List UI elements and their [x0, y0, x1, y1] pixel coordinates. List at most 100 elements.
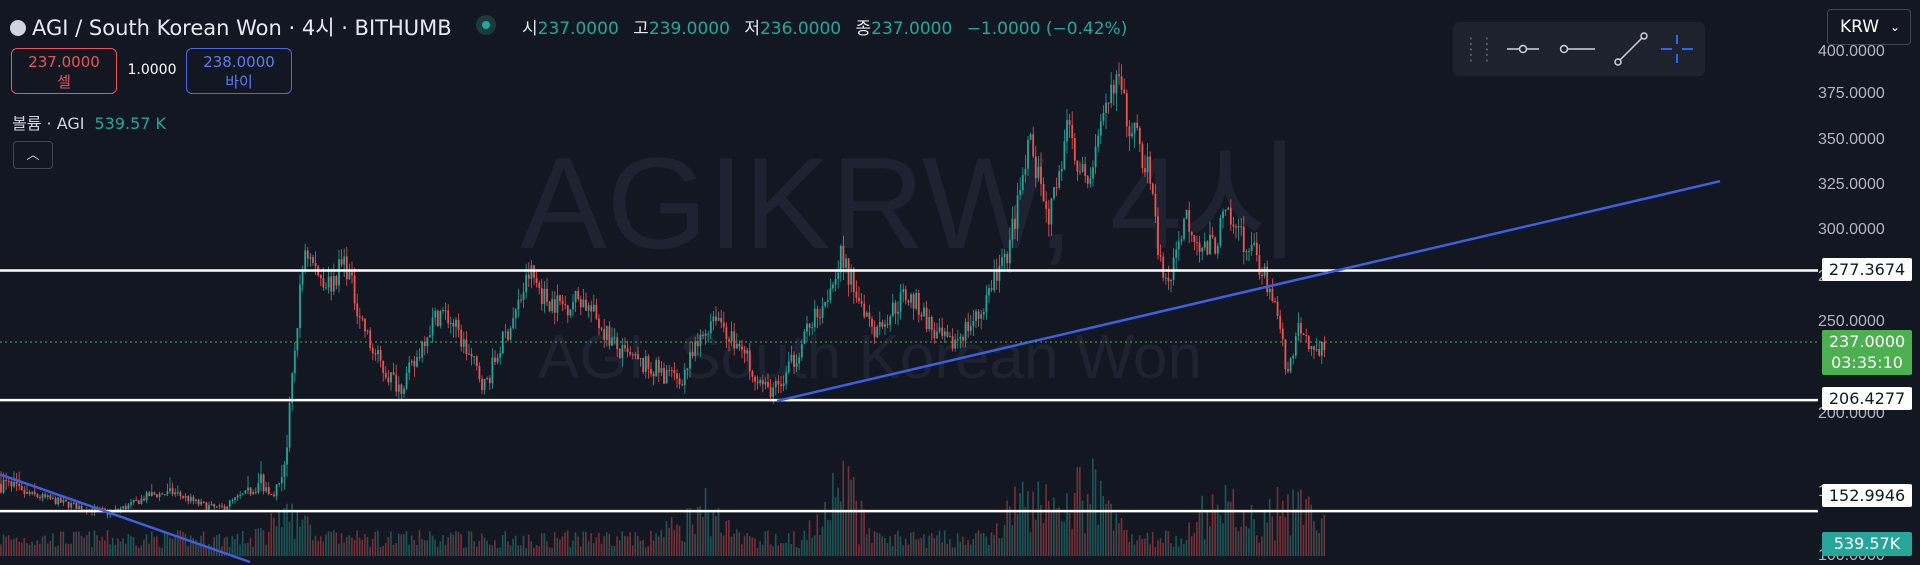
candle-body [143, 498, 145, 501]
volume-bar [735, 529, 738, 556]
level-tag-lower[interactable]: 152.9946 [1822, 484, 1912, 507]
market-status-icon[interactable] [476, 15, 496, 35]
volume-bar [314, 535, 317, 556]
candle-body [418, 357, 421, 359]
volume-bar [1099, 480, 1102, 556]
candle-body [137, 500, 140, 505]
volume-bar [215, 535, 218, 556]
volume-bar [1021, 481, 1024, 556]
candle-body [54, 497, 57, 505]
candle-body [644, 356, 647, 372]
horizontal-levels[interactable] [0, 269, 1818, 513]
volume-bar [283, 507, 286, 556]
candle-body [621, 345, 624, 358]
ohlc-low-label: 저 [744, 19, 760, 39]
candle-body [351, 272, 353, 276]
candle-body [1151, 183, 1154, 194]
volume-bar [1037, 481, 1040, 556]
candle-body [382, 360, 385, 373]
candle-body [1201, 247, 1204, 252]
volume-bar [340, 533, 343, 556]
candle-body [1058, 171, 1061, 188]
candle-body [247, 487, 249, 491]
volume-bar [1242, 510, 1245, 556]
volume-bar [65, 543, 67, 556]
ohlc-close-value: 237.0000 [871, 19, 953, 39]
volume-bar [1024, 506, 1027, 556]
candle-body [689, 352, 691, 369]
candle-body [873, 326, 876, 338]
buy-button[interactable]: 238.0000 바이 [186, 48, 292, 94]
candle-body [1240, 226, 1243, 228]
sell-button[interactable]: 237.0000 셀 [11, 48, 117, 94]
volume-bar [353, 540, 356, 556]
candle-body [522, 292, 525, 301]
volume-bar [254, 529, 257, 556]
volume-bar [959, 541, 962, 556]
volume-bar [637, 535, 639, 556]
volume-bar [525, 547, 527, 556]
candle-body [1024, 168, 1027, 175]
volume-bar [260, 527, 262, 556]
volume-bar [1058, 507, 1060, 556]
collapse-legend-button[interactable]: ︿ [13, 141, 53, 169]
candle-body [777, 380, 780, 385]
currency-select[interactable]: KRW ⌄ [1827, 9, 1911, 45]
candle-body [319, 275, 322, 279]
volume-bar [1128, 541, 1131, 556]
candle-body [455, 319, 457, 327]
volume-bar [150, 531, 153, 556]
trend-line-icon[interactable] [1607, 31, 1655, 67]
candle-body [1141, 144, 1144, 169]
volume-bar [13, 538, 15, 556]
candle-body [44, 494, 47, 498]
level-tag-upper[interactable]: 277.3674 [1822, 258, 1912, 281]
volume-bar [26, 543, 28, 556]
price-axis-tick-label: 325.0000 [1818, 176, 1885, 193]
candle-body [166, 491, 169, 495]
crosshair-icon[interactable] [1653, 31, 1701, 67]
candle-body [405, 372, 408, 389]
last-price-tag[interactable]: 237.0000 03:35:10 [1822, 330, 1912, 375]
candle-body [52, 497, 54, 499]
candle-body [998, 265, 1001, 281]
candle-body [678, 378, 681, 385]
trendline [776, 179, 1721, 403]
volume-legend[interactable]: 볼륨 · AGI 539.57 K [12, 110, 166, 134]
candle-body [912, 294, 915, 309]
candle-body [559, 295, 561, 302]
volume-bar [1185, 539, 1188, 556]
symbol-title[interactable]: AGI / South Korean Won · 4시 · BITHUMB [10, 12, 452, 42]
candle-body [626, 348, 629, 352]
candle-body [803, 331, 806, 345]
volume-bar [902, 545, 904, 556]
candle-body [122, 506, 125, 509]
candle-body [1027, 139, 1029, 169]
candle-body [1289, 358, 1292, 372]
volume-bar [390, 531, 392, 556]
trendlines[interactable] [0, 179, 1721, 564]
candle-body [1112, 84, 1115, 94]
candle-body [928, 317, 931, 330]
volume-bar [494, 540, 496, 556]
volume-bar [876, 532, 878, 556]
candle-body [881, 322, 884, 327]
sell-label: 셀 [57, 73, 71, 91]
volume-bar [1008, 506, 1011, 556]
volume-bar [49, 540, 52, 556]
horizontal-line-ray-icon[interactable] [1553, 31, 1601, 67]
candle-body [696, 341, 699, 347]
horizontal-ray-icon[interactable] [1499, 31, 1547, 67]
candle-body [426, 337, 429, 347]
grip-icon[interactable]: ⋮⋮ ⋮⋮ [1463, 34, 1495, 64]
ohlc-change: −1.0000 (−0.42%) [966, 19, 1128, 39]
volume-bar [767, 530, 769, 556]
level-tag-middle[interactable]: 206.4277 [1822, 387, 1912, 410]
candle-body [665, 370, 668, 384]
volume-bar [309, 524, 312, 556]
candle-body [884, 324, 886, 327]
candle-body [208, 505, 210, 510]
candle-body [478, 366, 481, 380]
candle-body [785, 372, 788, 384]
